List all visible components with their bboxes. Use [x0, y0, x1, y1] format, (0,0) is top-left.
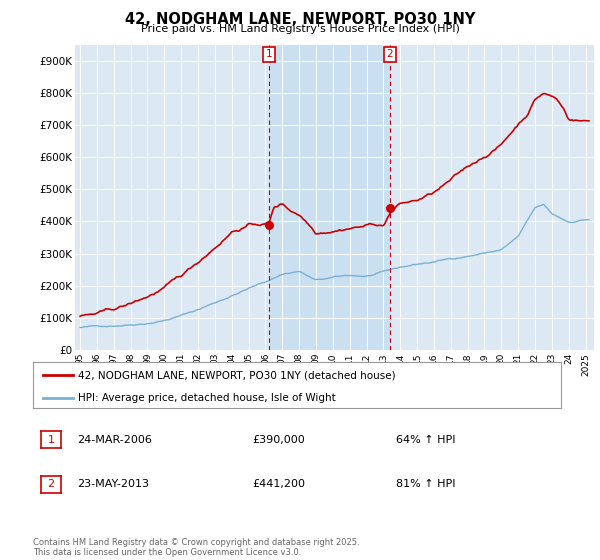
Text: 2: 2 — [47, 479, 55, 489]
Text: 64% ↑ HPI: 64% ↑ HPI — [396, 435, 455, 445]
Text: 81% ↑ HPI: 81% ↑ HPI — [396, 479, 455, 489]
Text: £441,200: £441,200 — [252, 479, 305, 489]
Text: Contains HM Land Registry data © Crown copyright and database right 2025.
This d: Contains HM Land Registry data © Crown c… — [33, 538, 359, 557]
Text: HPI: Average price, detached house, Isle of Wight: HPI: Average price, detached house, Isle… — [78, 394, 335, 404]
Text: 1: 1 — [266, 49, 272, 59]
Text: 1: 1 — [47, 435, 55, 445]
Text: 42, NODGHAM LANE, NEWPORT, PO30 1NY (detached house): 42, NODGHAM LANE, NEWPORT, PO30 1NY (det… — [78, 371, 395, 381]
Text: £390,000: £390,000 — [252, 435, 305, 445]
Text: 42, NODGHAM LANE, NEWPORT, PO30 1NY: 42, NODGHAM LANE, NEWPORT, PO30 1NY — [125, 12, 475, 27]
Bar — [269, 45, 390, 350]
Text: Price paid vs. HM Land Registry's House Price Index (HPI): Price paid vs. HM Land Registry's House … — [140, 24, 460, 34]
Text: 23-MAY-2013: 23-MAY-2013 — [77, 479, 149, 489]
Text: 24-MAR-2006: 24-MAR-2006 — [77, 435, 152, 445]
Text: 2: 2 — [386, 49, 393, 59]
